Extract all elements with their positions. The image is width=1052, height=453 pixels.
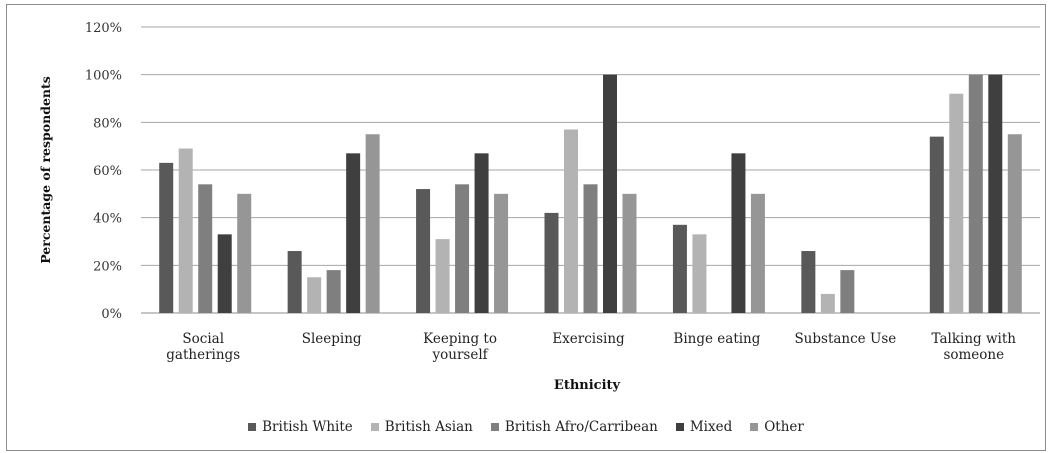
legend-item: British Afro/Carribean [490, 419, 658, 435]
bar [217, 234, 232, 313]
bar [416, 189, 431, 313]
bar [750, 193, 765, 313]
bar [494, 193, 509, 313]
bar [455, 184, 470, 313]
x-axis-title: Ethnicity [554, 378, 621, 393]
bar [326, 270, 341, 313]
legend-label: British Afro/Carribean [504, 419, 658, 435]
bar [622, 193, 637, 313]
y-tick-label: 100% [85, 69, 122, 84]
y-tick-label: 20% [93, 259, 122, 274]
legend-swatch [490, 423, 499, 431]
y-tick-label: 40% [93, 212, 122, 227]
legend-item: Other [750, 419, 804, 435]
legend-item: Mixed [675, 419, 733, 435]
x-category-label: Keeping to yourself [423, 331, 497, 363]
bar [474, 153, 489, 313]
bar [583, 184, 598, 313]
legend-item: British White [248, 419, 353, 435]
bar [237, 193, 252, 313]
bar [365, 134, 380, 313]
x-category-label: Talking with someone [932, 331, 1017, 363]
legend: British White British Asian British Afro/C… [0, 419, 1052, 435]
bar [988, 74, 1003, 314]
legend-swatch [370, 423, 379, 431]
bar [731, 153, 746, 313]
y-tick-label: 120% [85, 21, 122, 36]
bar [178, 148, 193, 313]
bar [820, 293, 835, 313]
bars [159, 74, 1022, 314]
bar [801, 251, 816, 313]
legend-label: Other [764, 419, 804, 435]
bar [949, 93, 964, 313]
bar [307, 277, 322, 313]
x-category-label: Sleeping [302, 331, 362, 347]
bar [840, 270, 855, 313]
legend-item: British Asian [370, 419, 473, 435]
bar [287, 251, 302, 313]
bar [603, 74, 617, 314]
bar [346, 153, 361, 313]
x-category-label: Substance Use [794, 331, 896, 347]
bar [692, 234, 707, 313]
y-tick-label: 80% [93, 116, 122, 131]
legend-label: British Asian [384, 419, 473, 435]
legend-swatch [750, 423, 759, 431]
bar [929, 136, 944, 313]
y-axis-ticks: 0% 20% 40% 60% 80% 100% 120% [85, 21, 122, 322]
bar [159, 162, 174, 313]
legend-label: British White [262, 419, 353, 435]
x-category-label: Social gatherings [166, 331, 240, 363]
bar [1007, 134, 1022, 313]
bar [672, 224, 687, 313]
bar [544, 212, 559, 313]
bar [435, 239, 450, 313]
bar [564, 129, 578, 313]
y-axis-title: Percentage of respondents [38, 76, 53, 264]
x-category-label: Exercising [552, 331, 625, 347]
bar [198, 184, 213, 313]
x-axis-categories: Social gatherings Sleeping Keeping to yourse… [166, 331, 1016, 363]
legend-swatch [675, 423, 684, 431]
legend-swatch [248, 423, 257, 431]
bar [968, 74, 983, 314]
y-tick-label: 0% [101, 307, 122, 322]
legend-label: Mixed [689, 419, 733, 435]
x-category-label: Binge eating [673, 331, 760, 347]
y-tick-label: 60% [93, 164, 122, 179]
